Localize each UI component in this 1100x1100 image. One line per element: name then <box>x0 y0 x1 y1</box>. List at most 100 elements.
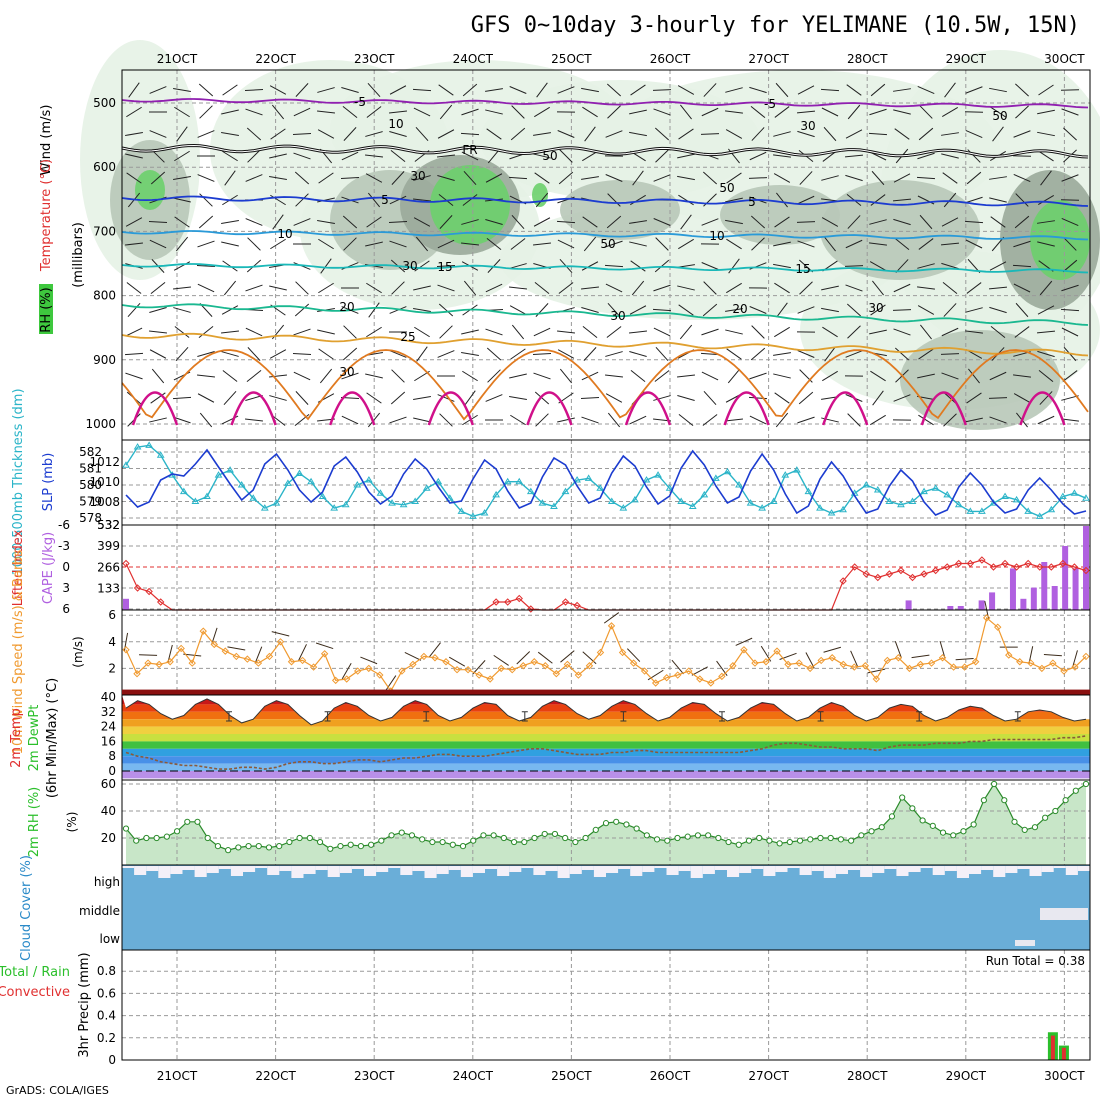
thickness-mark-83 <box>1082 494 1090 501</box>
thickness-mark-62 <box>839 505 847 513</box>
thickness-mark-16 <box>307 477 315 485</box>
isotherm-label-3: 10 <box>277 227 292 241</box>
cape-bar-90 <box>1062 546 1069 610</box>
wind-mark-46 <box>629 659 638 667</box>
rh-mark-2 <box>143 834 150 842</box>
thickness-mark-34 <box>515 477 524 485</box>
rh-blob-19 <box>1030 200 1090 280</box>
rh-mark-36 <box>490 832 497 839</box>
wind-tick-2: 2 <box>108 661 116 675</box>
precip-conv-1 <box>1061 1047 1066 1060</box>
thickness-mark-20 <box>353 481 362 488</box>
hot-arch-9 <box>1019 391 1066 426</box>
cloud-gap-72 <box>993 866 1006 877</box>
wind-mark-80 <box>1005 651 1013 659</box>
cloud-gap-24 <box>412 866 425 871</box>
thickness-mark-79 <box>1035 512 1044 519</box>
li-mark-79 <box>1036 563 1044 571</box>
li-mark-35 <box>527 605 535 613</box>
li-mark-34 <box>515 594 523 603</box>
thickness-mark-39 <box>573 476 581 483</box>
wind-mark-47 <box>640 667 649 675</box>
cloud-gap-30 <box>485 866 498 869</box>
li-mark-64 <box>862 570 870 578</box>
cloud-gap-4 <box>170 866 183 874</box>
rh-label-1: 30 <box>410 169 425 183</box>
cape-bar-0 <box>123 598 129 610</box>
cloud-gap-45 <box>666 866 679 875</box>
cloud-gap-61 <box>860 866 873 877</box>
cloud-gap-42 <box>630 866 643 876</box>
rh-label-3: 30 <box>402 259 417 273</box>
rh-mark-63 <box>766 837 773 844</box>
thickness-mark-2 <box>145 441 154 448</box>
cloud-mid-gap <box>1040 908 1088 920</box>
hot-arch-7 <box>822 391 869 426</box>
cloud-gap-7 <box>206 866 219 873</box>
rh-mark-77 <box>909 805 916 812</box>
hot-arch-4 <box>526 391 573 426</box>
thickness-mark-46 <box>654 471 662 478</box>
cape-bar-85 <box>1009 568 1016 610</box>
pressure-tick-500: 500 <box>93 96 116 110</box>
cloud-gap-18 <box>339 866 352 873</box>
hot-arch-5 <box>624 391 672 426</box>
minmax-4 <box>620 711 627 722</box>
isotherm-label2-2: 5 <box>748 195 756 209</box>
li-mark-82 <box>1070 563 1079 571</box>
wind-mark-2 <box>144 659 152 667</box>
isotherm-label2-3: 10 <box>709 229 724 243</box>
cloud-gap-20 <box>364 866 377 876</box>
cloud-gap-65 <box>908 866 921 872</box>
isotherm-7 <box>121 349 1089 421</box>
isotherm-4 <box>121 263 1089 274</box>
rh-mark-87 <box>1011 818 1018 825</box>
temp-tick-40: 40 <box>101 690 116 704</box>
wind-mark-4 <box>166 658 174 666</box>
wind-mark-33 <box>486 675 494 683</box>
wind-mark-27 <box>420 652 428 661</box>
rh-label-8: 30 <box>868 301 883 315</box>
rh-mark-28 <box>408 832 416 839</box>
rh-label-9: 30 <box>800 119 815 133</box>
rh-mark-23 <box>357 843 364 850</box>
isotherm-6 <box>121 332 1089 357</box>
precip-bars <box>1047 1032 1069 1060</box>
wind-mark-87 <box>1082 652 1090 661</box>
cloud-gap-11 <box>255 866 268 868</box>
thickness-mark-57 <box>781 471 790 478</box>
thickness-mark-73 <box>966 507 975 514</box>
thickness-mark-1 <box>133 443 142 450</box>
cloud-gap-39 <box>593 866 606 877</box>
thickness-mark-17 <box>318 492 327 500</box>
cloud-gap-50 <box>727 866 740 877</box>
thickness-mark-82 <box>1070 489 1079 496</box>
rh-mark-35 <box>480 832 487 839</box>
isotherm-label-6: 25 <box>400 330 415 344</box>
wind-mark-20 <box>342 675 351 683</box>
wind-mark-83 <box>1038 664 1046 673</box>
thickness-mark-31 <box>480 509 489 516</box>
wind-mark-55 <box>729 662 737 670</box>
minmax-8 <box>1014 711 1021 722</box>
cloud-gap-35 <box>545 866 558 871</box>
thickness-mark-74 <box>978 507 986 514</box>
rh-label-2: 50 <box>600 237 615 251</box>
date-bottom-5: 26OCT <box>650 1069 691 1083</box>
date-bottom-2: 23OCT <box>354 1069 395 1083</box>
cloud-gap-63 <box>884 866 897 869</box>
cape-bar-80 <box>957 606 964 610</box>
date-top-0: 21OCT <box>157 52 198 66</box>
thickness-mark-36 <box>538 499 547 506</box>
cloud-gap-53 <box>763 866 776 876</box>
thickness-mark-12 <box>260 504 269 511</box>
isotherm-label-4: 15 <box>437 260 452 274</box>
wind-mark-52 <box>696 675 704 683</box>
isotherm-label2-5: 20 <box>732 302 747 316</box>
slp-thickness-panel: 582 581 580 579 578 1012 1010 1008 532 1000-500m… <box>11 388 1091 576</box>
cloud-gap-58 <box>823 866 836 878</box>
rh-mark-4 <box>163 833 170 840</box>
rh-mark-88 <box>1021 826 1028 834</box>
isotherm-0 <box>121 98 1089 109</box>
chart-title: GFS 0~10day 3-hourly for YELIMANE (10.5W… <box>471 13 1080 38</box>
